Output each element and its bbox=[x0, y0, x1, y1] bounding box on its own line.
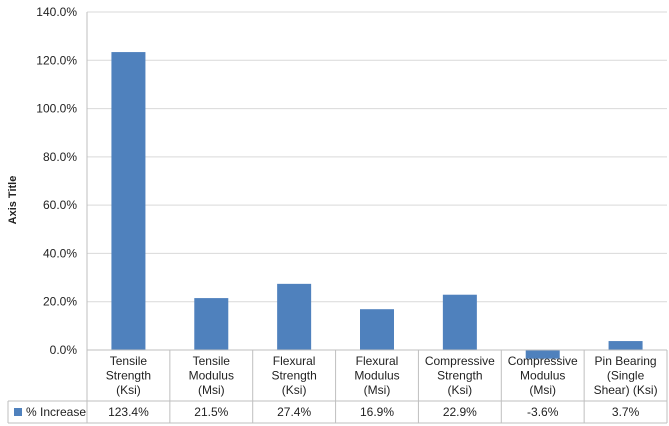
x-tick-label: Strength bbox=[271, 369, 316, 383]
bar bbox=[525, 350, 560, 359]
x-tick-label: Tensile bbox=[110, 354, 148, 368]
x-tick-label: Flexural bbox=[273, 354, 316, 368]
x-tick-label: Strength bbox=[437, 369, 482, 383]
x-tick-label: (Msi) bbox=[198, 383, 225, 397]
data-table-value: 21.5% bbox=[194, 405, 228, 419]
y-axis-title: Axis Title bbox=[7, 176, 19, 225]
bars bbox=[111, 52, 643, 359]
bar bbox=[194, 298, 229, 350]
data-table-value: 16.9% bbox=[360, 405, 394, 419]
bar bbox=[277, 283, 312, 350]
y-tick-label: 140.0% bbox=[36, 5, 77, 19]
data-table-value: 22.9% bbox=[443, 405, 477, 419]
data-table-value: 27.4% bbox=[277, 405, 311, 419]
data-table-value: 3.7% bbox=[612, 405, 640, 419]
y-tick-label: 100.0% bbox=[36, 102, 77, 116]
data-table: TensileStrength(Ksi)TensileModulus(Msi)F… bbox=[7, 12, 668, 424]
x-tick-label: Shear) (Ksi) bbox=[594, 383, 658, 397]
y-tick-label: 120.0% bbox=[36, 53, 77, 67]
bar bbox=[608, 341, 643, 350]
x-tick-label: Modulus bbox=[354, 369, 399, 383]
x-tick-label: Pin Bearing bbox=[595, 354, 657, 368]
data-table-value: 123.4% bbox=[108, 405, 149, 419]
x-tick-label: (Msi) bbox=[364, 383, 391, 397]
y-tick-label: 40.0% bbox=[43, 246, 77, 260]
y-tick-label: 80.0% bbox=[43, 150, 77, 164]
y-tick-label: 0.0% bbox=[50, 343, 78, 357]
x-tick-label: (Ksi) bbox=[448, 383, 473, 397]
x-tick-label: Tensile bbox=[193, 354, 231, 368]
x-tick-label: Compressive bbox=[508, 354, 578, 368]
x-tick-label: (Single bbox=[607, 369, 645, 383]
legend-label: % Increase bbox=[26, 405, 86, 419]
x-tick-label: Modulus bbox=[520, 369, 565, 383]
x-tick-label: (Ksi) bbox=[116, 383, 141, 397]
legend-swatch bbox=[14, 408, 22, 416]
x-tick-label: Modulus bbox=[189, 369, 234, 383]
data-table-value: -3.6% bbox=[527, 405, 559, 419]
x-tick-label: Flexural bbox=[356, 354, 399, 368]
y-axis-ticks: 0.0% 20.0% 40.0% 60.0% 80.0% 100.0% 120.0% 140.… bbox=[36, 5, 77, 357]
bar bbox=[442, 294, 477, 350]
x-tick-label: Compressive bbox=[425, 354, 495, 368]
y-tick-label: 20.0% bbox=[43, 295, 77, 309]
y-tick-label: 60.0% bbox=[43, 198, 77, 212]
bar bbox=[360, 309, 394, 350]
x-tick-label: Strength bbox=[106, 369, 151, 383]
bar bbox=[111, 52, 146, 350]
x-tick-label: (Msi) bbox=[529, 383, 556, 397]
x-tick-label: (Ksi) bbox=[282, 383, 307, 397]
gridlines bbox=[87, 11, 667, 351]
